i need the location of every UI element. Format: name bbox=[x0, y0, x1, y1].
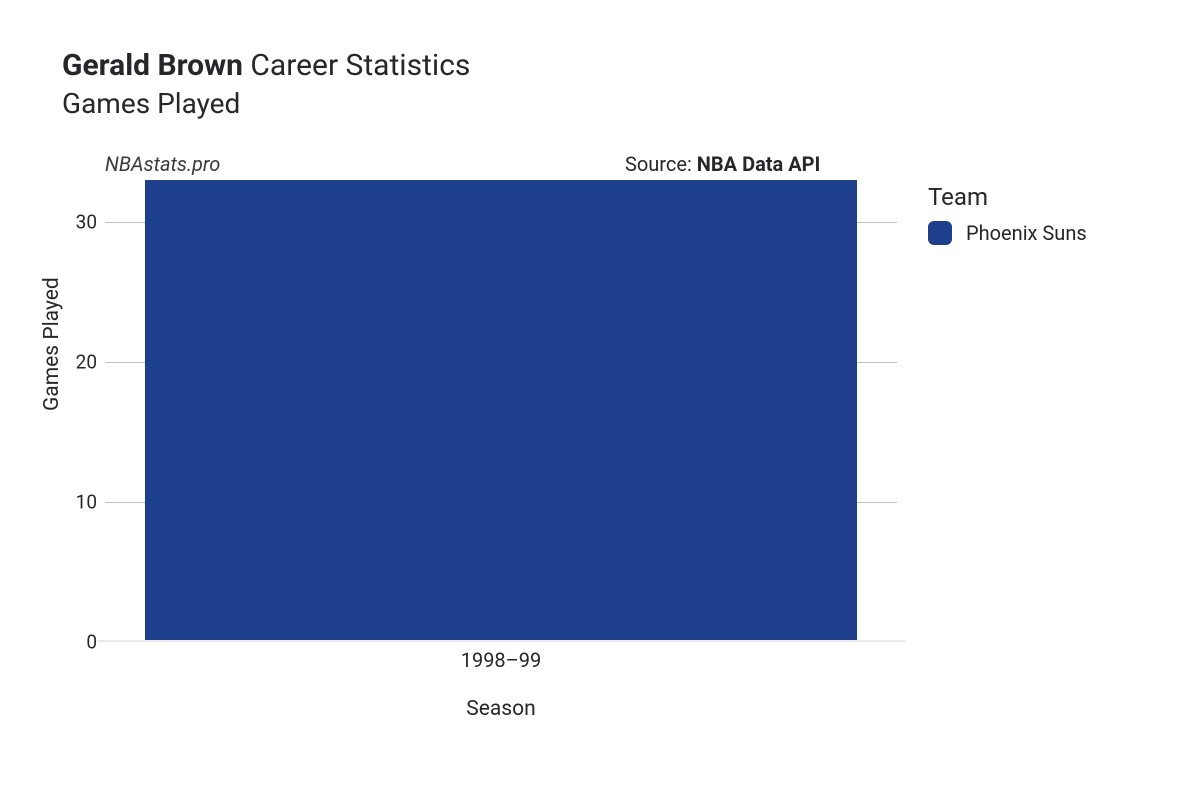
y-tick-label: 10 bbox=[76, 491, 97, 514]
player-name: Gerald Brown bbox=[62, 48, 243, 83]
plot-rect bbox=[105, 180, 897, 642]
x-tick-label: 1998–99 bbox=[461, 648, 542, 672]
y-tick-label: 30 bbox=[76, 211, 97, 234]
chart-title: Gerald Brown Career Statistics bbox=[62, 46, 470, 85]
y-tick-label: 20 bbox=[76, 351, 97, 374]
legend: Team Phoenix Suns bbox=[928, 183, 1087, 245]
title-suffix: Career Statistics bbox=[243, 48, 470, 83]
bar bbox=[145, 180, 858, 642]
source-prefix: Source: bbox=[625, 152, 697, 176]
x-axis-line bbox=[97, 640, 905, 642]
title-block: Gerald Brown Career Statistics Games Pla… bbox=[62, 46, 470, 120]
legend-swatch bbox=[928, 221, 952, 245]
source-name: NBA Data API bbox=[697, 152, 821, 176]
y-axis-title: Games Played bbox=[40, 277, 64, 411]
x-axis-title: Season bbox=[466, 697, 535, 721]
source-label: Source: NBA Data API bbox=[625, 152, 820, 176]
legend-label: Phoenix Suns bbox=[966, 221, 1087, 245]
chart-subtitle: Games Played bbox=[62, 87, 470, 120]
plot-area: 01020301998–99 bbox=[105, 180, 897, 642]
legend-title: Team bbox=[928, 183, 1087, 211]
y-tick-label: 0 bbox=[86, 631, 97, 654]
legend-item: Phoenix Suns bbox=[928, 221, 1087, 245]
chart-container: Gerald Brown Career Statistics Games Pla… bbox=[0, 0, 1200, 800]
watermark-label: NBAstats.pro bbox=[105, 152, 220, 176]
